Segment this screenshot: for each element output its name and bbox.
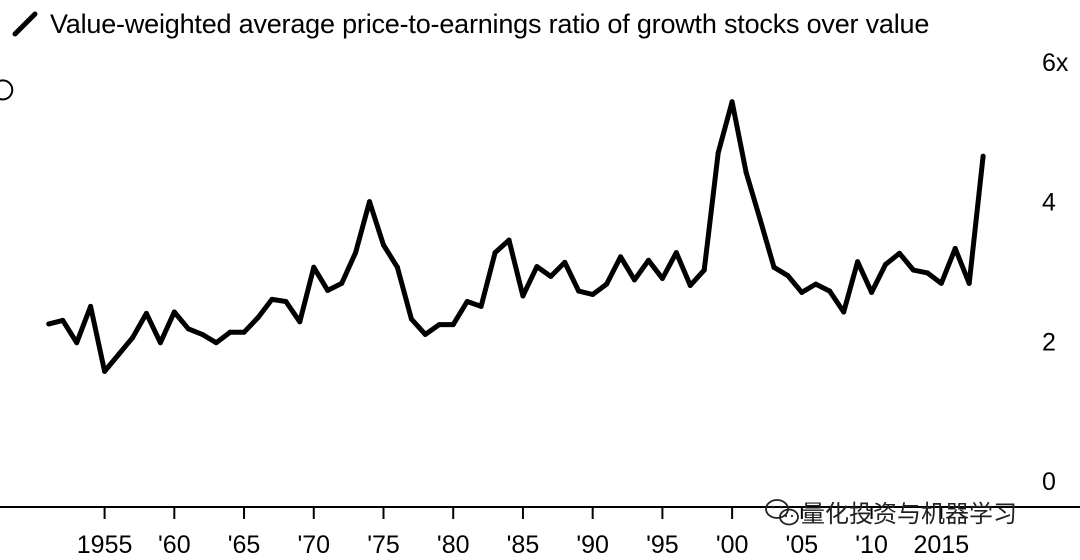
data-point — [492, 250, 498, 256]
data-point — [129, 335, 135, 341]
data-point — [450, 322, 456, 328]
data-point — [408, 316, 414, 322]
data-point — [269, 296, 275, 302]
data-point — [548, 273, 554, 279]
data-point — [632, 277, 638, 283]
x-tick-label: '05 — [786, 531, 819, 559]
x-tick-label: '95 — [646, 531, 679, 559]
y-tick-label: 6x — [1042, 49, 1069, 77]
x-tick-label: 2015 — [913, 531, 969, 559]
data-point — [896, 250, 902, 256]
data-point — [659, 275, 665, 281]
data-point — [436, 322, 442, 328]
open-circle-marker — [0, 79, 14, 101]
legend-line-swatch-icon — [12, 11, 38, 37]
data-point — [199, 331, 205, 337]
data-point — [520, 293, 526, 299]
data-point — [353, 250, 359, 256]
data-point — [422, 331, 428, 337]
data-point — [841, 309, 847, 315]
data-point — [938, 280, 944, 286]
x-tick-label: '70 — [297, 531, 330, 559]
data-point — [534, 264, 540, 270]
data-point — [60, 317, 66, 323]
data-point — [241, 329, 247, 335]
data-point — [380, 242, 386, 248]
x-tick-label: '90 — [576, 531, 609, 559]
data-point — [283, 299, 289, 305]
data-point — [827, 288, 833, 294]
data-point — [562, 259, 568, 265]
data-point — [46, 321, 52, 327]
data-point — [785, 273, 791, 279]
x-tick-label: '85 — [507, 531, 540, 559]
legend: Value-weighted average price-to-earnings… — [10, 4, 929, 44]
data-point — [464, 299, 470, 305]
data-point — [757, 216, 763, 222]
y-tick-label: 0 — [1042, 468, 1056, 496]
data-point — [729, 99, 735, 105]
data-point — [74, 340, 80, 346]
data-point — [102, 368, 108, 374]
data-point — [576, 288, 582, 294]
data-point — [297, 319, 303, 325]
data-point — [966, 280, 972, 286]
data-point — [506, 237, 512, 243]
watermark: 量化投资与机器学习 — [765, 499, 1017, 528]
data-point — [311, 264, 317, 270]
wechat-icon — [765, 499, 799, 526]
data-point — [367, 199, 373, 205]
data-point — [673, 250, 679, 256]
x-tick-label: '65 — [228, 531, 261, 559]
x-tick-label: '80 — [437, 531, 470, 559]
data-point — [910, 267, 916, 273]
x-tick-label: '10 — [855, 531, 888, 559]
data-point — [604, 281, 610, 287]
data-point — [88, 303, 94, 309]
data-point — [645, 257, 651, 263]
series-line — [46, 99, 986, 374]
data-point — [227, 329, 233, 335]
data-point — [185, 326, 191, 332]
data-point — [855, 259, 861, 265]
x-tick-label: '00 — [716, 531, 749, 559]
data-point — [952, 245, 958, 251]
data-point — [618, 254, 624, 260]
data-point — [213, 340, 219, 346]
data-point — [715, 150, 721, 156]
data-point — [478, 303, 484, 309]
data-point — [813, 281, 819, 287]
data-point — [143, 310, 149, 316]
data-point — [116, 352, 122, 358]
data-point — [590, 292, 596, 298]
data-point — [980, 153, 986, 159]
data-point — [924, 270, 930, 276]
data-point — [869, 289, 875, 295]
data-point — [771, 264, 777, 270]
data-point — [255, 315, 261, 321]
data-point — [701, 267, 707, 273]
data-point — [171, 309, 177, 315]
data-point — [157, 340, 163, 346]
y-tick-label: 4 — [1042, 189, 1056, 217]
data-point — [799, 289, 805, 295]
data-point — [325, 287, 331, 293]
x-tick-label: 1955 — [77, 531, 133, 559]
x-tick-label: '75 — [367, 531, 400, 559]
legend-label: Value-weighted average price-to-earnings… — [50, 8, 930, 39]
data-point — [883, 262, 889, 268]
data-point — [394, 264, 400, 270]
data-point — [339, 280, 345, 286]
data-point — [687, 282, 693, 288]
watermark-text: 量化投资与机器学习 — [801, 501, 1017, 528]
x-tick-label: '60 — [158, 531, 191, 559]
y-tick-label: 2 — [1042, 328, 1056, 356]
data-point — [743, 169, 749, 175]
